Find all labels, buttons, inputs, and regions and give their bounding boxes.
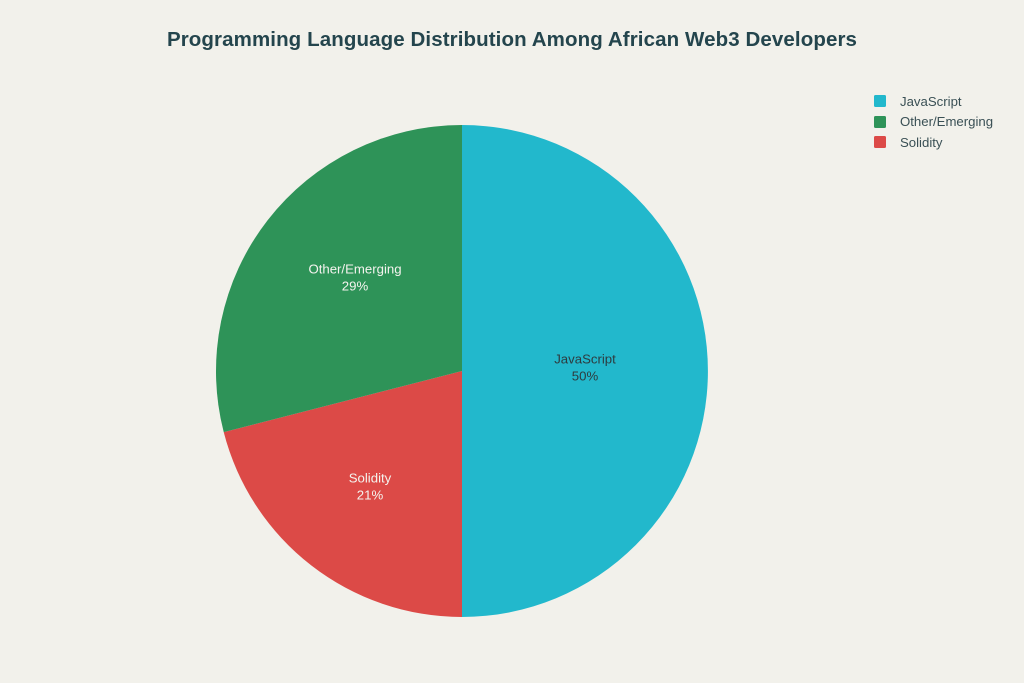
legend-item-label: Solidity xyxy=(900,134,943,150)
pie-chart-svg xyxy=(216,125,708,617)
pie-slice-solidity[interactable] xyxy=(223,371,462,617)
pie-chart: JavaScript 50% Solidity 21% Other/Emerging 29… xyxy=(216,125,708,617)
pie-slice-other-emerging[interactable] xyxy=(216,125,462,433)
chart-legend: JavaScript Other/Emerging Solidity xyxy=(874,91,993,153)
pie-slice-javascript[interactable] xyxy=(462,125,708,617)
legend-swatch-icon xyxy=(874,95,886,108)
legend-item-solidity[interactable]: Solidity xyxy=(874,132,993,153)
legend-item-label: JavaScript xyxy=(900,93,962,109)
legend-item-label: Other/Emerging xyxy=(900,114,994,130)
legend-item-javascript[interactable]: JavaScript xyxy=(874,91,993,112)
legend-item-other-emerging[interactable]: Other/Emerging xyxy=(874,112,993,133)
legend-swatch-icon xyxy=(874,115,886,128)
legend-swatch-icon xyxy=(874,136,886,149)
pie-slices xyxy=(216,125,708,617)
page-title: Programming Language Distribution Among … xyxy=(166,28,858,51)
